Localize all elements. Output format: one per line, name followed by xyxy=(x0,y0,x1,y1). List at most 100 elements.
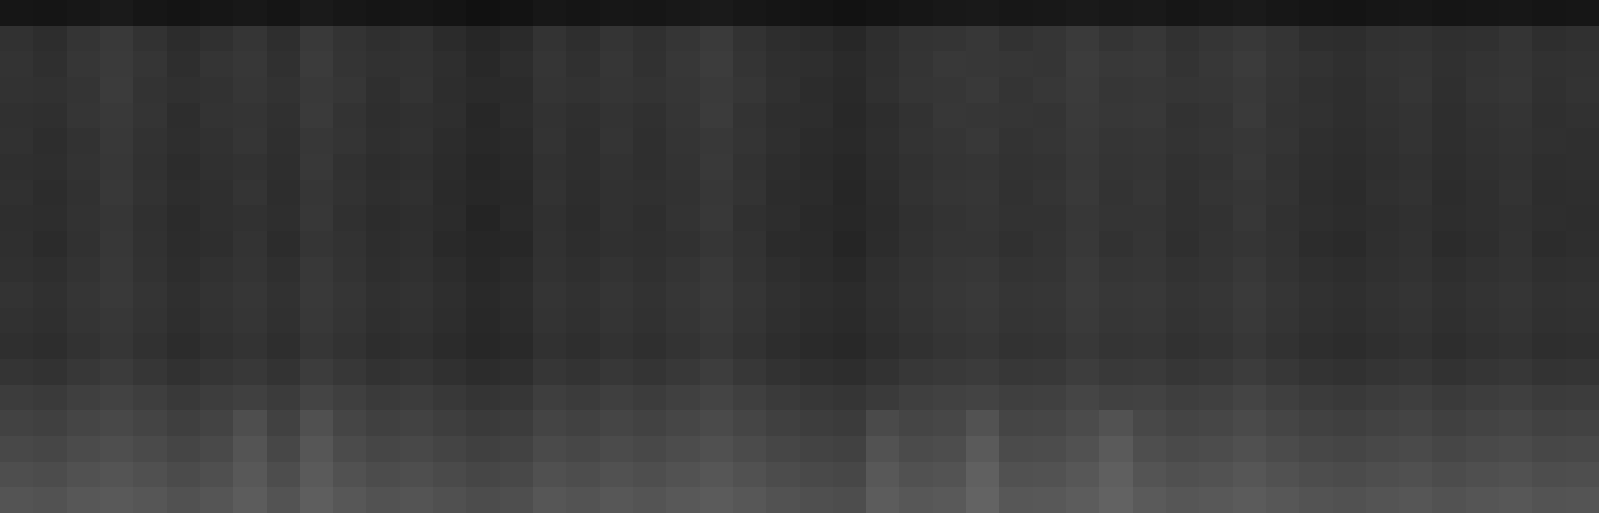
heatmap-cell xyxy=(33,0,67,26)
heatmap-cell xyxy=(1133,180,1167,206)
heatmap-cell xyxy=(1532,282,1566,308)
heatmap-cell xyxy=(833,487,867,513)
heatmap-cell xyxy=(1066,257,1100,283)
heatmap-cell xyxy=(1532,385,1566,411)
heatmap-cell xyxy=(1432,51,1466,77)
heatmap-cell xyxy=(200,231,234,257)
heatmap-cell xyxy=(366,231,400,257)
heatmap-cell xyxy=(1033,0,1067,26)
heatmap-cell xyxy=(167,180,201,206)
heatmap-cell xyxy=(533,103,567,129)
heatmap-cell xyxy=(33,128,67,154)
heatmap-cell xyxy=(566,103,600,129)
heatmap-cell xyxy=(300,359,334,385)
heatmap-cell xyxy=(233,436,267,462)
heatmap-cell xyxy=(1466,410,1500,436)
heatmap-cell xyxy=(466,359,500,385)
heatmap-cell xyxy=(966,26,1000,52)
heatmap-cell xyxy=(800,26,834,52)
heatmap-cell xyxy=(100,436,134,462)
heatmap-cell xyxy=(1333,231,1367,257)
heatmap-cell xyxy=(233,26,267,52)
heatmap-cell xyxy=(1166,385,1200,411)
heatmap-cell xyxy=(1266,436,1300,462)
heatmap-cell xyxy=(1399,103,1433,129)
heatmap-cell xyxy=(1033,51,1067,77)
heatmap-cell xyxy=(300,231,334,257)
heatmap-cell xyxy=(67,77,101,103)
heatmap-cell xyxy=(333,308,367,334)
heatmap-cell xyxy=(1199,103,1233,129)
heatmap-cell xyxy=(733,51,767,77)
heatmap-cell xyxy=(1466,487,1500,513)
heatmap-cell xyxy=(633,231,667,257)
heatmap-cell xyxy=(733,282,767,308)
heatmap-cell xyxy=(366,257,400,283)
heatmap-cell xyxy=(666,26,700,52)
heatmap-cell xyxy=(1466,436,1500,462)
heatmap-cell xyxy=(966,128,1000,154)
heatmap-cell xyxy=(1432,26,1466,52)
heatmap-cell xyxy=(1133,257,1167,283)
heatmap-cell xyxy=(233,128,267,154)
heatmap-cell xyxy=(100,257,134,283)
heatmap-cell xyxy=(966,410,1000,436)
heatmap-cell xyxy=(600,128,634,154)
heatmap-cell xyxy=(866,257,900,283)
heatmap-cell xyxy=(966,282,1000,308)
heatmap-cell xyxy=(833,385,867,411)
heatmap-cell xyxy=(267,359,301,385)
heatmap-cell xyxy=(966,77,1000,103)
heatmap-cell xyxy=(200,308,234,334)
heatmap-cell xyxy=(1333,77,1367,103)
heatmap-cell xyxy=(167,128,201,154)
heatmap-cell xyxy=(466,257,500,283)
heatmap-cell xyxy=(899,231,933,257)
heatmap-cell xyxy=(766,128,800,154)
heatmap-cell xyxy=(1199,231,1233,257)
heatmap-cell xyxy=(1333,410,1367,436)
heatmap-cell xyxy=(700,282,734,308)
heatmap-cell xyxy=(766,487,800,513)
heatmap-cell xyxy=(1299,410,1333,436)
heatmap-cell xyxy=(1133,103,1167,129)
heatmap-cell xyxy=(733,385,767,411)
heatmap-cell xyxy=(533,385,567,411)
heatmap-cell xyxy=(800,359,834,385)
heatmap-cell xyxy=(267,487,301,513)
heatmap-cell xyxy=(666,308,700,334)
heatmap-cell xyxy=(67,487,101,513)
heatmap-cell xyxy=(300,487,334,513)
heatmap-cell xyxy=(1066,333,1100,359)
heatmap-cell xyxy=(366,0,400,26)
heatmap-cell xyxy=(300,103,334,129)
heatmap-cell xyxy=(1566,487,1599,513)
heatmap-cell xyxy=(800,154,834,180)
heatmap-cell xyxy=(633,257,667,283)
heatmap-cell xyxy=(1366,205,1400,231)
heatmap-cell xyxy=(133,77,167,103)
heatmap-cell xyxy=(1266,51,1300,77)
heatmap-cell xyxy=(899,154,933,180)
heatmap-cell xyxy=(1466,257,1500,283)
heatmap-cell xyxy=(933,26,967,52)
heatmap-cell xyxy=(1432,231,1466,257)
heatmap-cell xyxy=(0,436,34,462)
heatmap-cell xyxy=(67,257,101,283)
heatmap-cell xyxy=(1033,487,1067,513)
heatmap-cell xyxy=(267,385,301,411)
heatmap-cell xyxy=(133,436,167,462)
heatmap-cell xyxy=(333,0,367,26)
heatmap-cell xyxy=(200,410,234,436)
heatmap-cell xyxy=(1432,0,1466,26)
heatmap-cell xyxy=(600,0,634,26)
heatmap-cell xyxy=(1299,359,1333,385)
heatmap-cell xyxy=(1399,77,1433,103)
heatmap-cell xyxy=(67,180,101,206)
heatmap-cell xyxy=(1033,205,1067,231)
heatmap-cell xyxy=(1299,333,1333,359)
heatmap-cell xyxy=(1499,103,1533,129)
heatmap-cell xyxy=(1199,359,1233,385)
heatmap-cell xyxy=(1499,26,1533,52)
heatmap-cell xyxy=(500,205,534,231)
